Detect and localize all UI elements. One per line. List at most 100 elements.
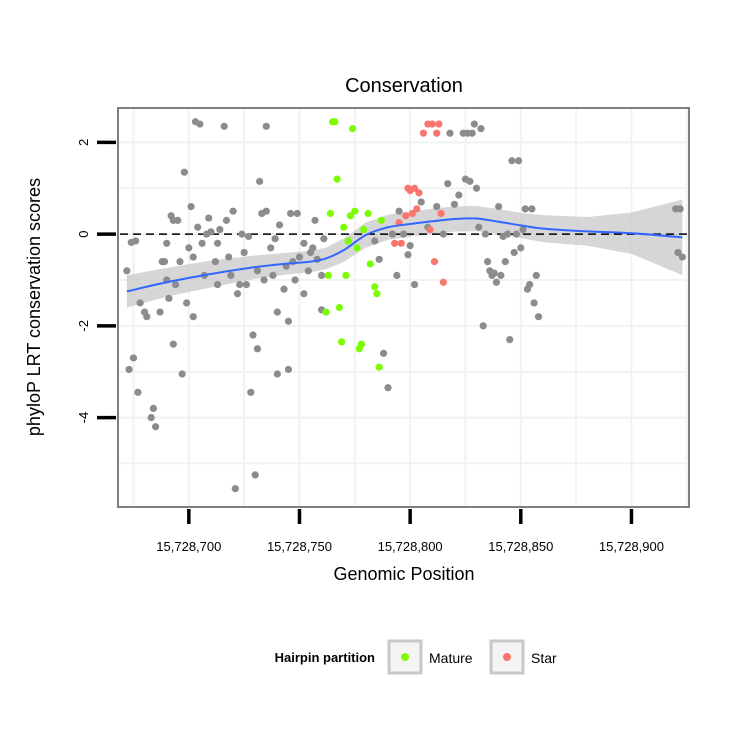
point-other-42 bbox=[216, 225, 224, 234]
point-other-63 bbox=[262, 122, 270, 130]
point-other-124 bbox=[492, 278, 501, 286]
point-other-114 bbox=[470, 120, 478, 128]
point-mature-12 bbox=[348, 125, 357, 133]
point-other-71 bbox=[280, 285, 288, 293]
point-other-11 bbox=[152, 423, 160, 431]
point-star-2 bbox=[397, 239, 405, 247]
smooth-trend-line bbox=[126, 217, 683, 293]
point-other-3 bbox=[129, 354, 138, 362]
point-other-120 bbox=[484, 258, 492, 266]
point-other-103 bbox=[433, 203, 441, 211]
point-mature-6 bbox=[335, 303, 343, 312]
point-mature-1 bbox=[324, 271, 332, 279]
point-other-145 bbox=[674, 248, 682, 257]
y-tick-label-2: 0 bbox=[76, 231, 91, 238]
legend-swatch-star bbox=[503, 653, 511, 661]
point-other-94 bbox=[388, 230, 397, 238]
point-other-119 bbox=[481, 230, 489, 238]
point-other-101 bbox=[417, 198, 425, 206]
point-other-104 bbox=[439, 230, 447, 238]
point-other-70 bbox=[275, 221, 284, 229]
point-mature-7 bbox=[337, 338, 346, 346]
y-tick-label-0: -4 bbox=[76, 412, 91, 424]
point-other-12 bbox=[156, 308, 164, 316]
point-other-79 bbox=[295, 253, 304, 261]
point-other-52 bbox=[240, 248, 248, 257]
smooth-line-path bbox=[126, 217, 683, 293]
point-other-117 bbox=[477, 125, 485, 133]
point-mature-19 bbox=[366, 260, 374, 268]
point-other-136 bbox=[519, 225, 527, 234]
point-other-0 bbox=[123, 267, 131, 275]
point-star-12 bbox=[426, 225, 434, 234]
point-mature-18 bbox=[364, 209, 372, 218]
point-mature-4 bbox=[331, 118, 339, 126]
point-other-1 bbox=[125, 365, 133, 374]
y-axis: -4 -2 0 2 bbox=[76, 139, 116, 424]
point-other-129 bbox=[503, 230, 512, 238]
point-other-84 bbox=[309, 244, 317, 252]
point-star-15 bbox=[433, 129, 441, 137]
point-other-4 bbox=[132, 237, 140, 245]
point-other-142 bbox=[532, 271, 540, 279]
point-other-115 bbox=[472, 184, 481, 192]
point-other-112 bbox=[466, 177, 474, 185]
point-other-134 bbox=[514, 157, 523, 165]
confidence-band bbox=[126, 199, 683, 308]
point-other-34 bbox=[198, 239, 206, 247]
point-other-89 bbox=[320, 235, 328, 243]
point-star-0 bbox=[391, 239, 399, 247]
y-axis-title: phyloP LRT conservation scores bbox=[24, 178, 44, 436]
point-other-59 bbox=[253, 267, 262, 275]
point-other-66 bbox=[269, 271, 277, 279]
point-star-7 bbox=[410, 184, 419, 192]
legend-title: Hairpin partition bbox=[275, 650, 375, 665]
x-tick-label-2: 15,728,800 bbox=[378, 539, 443, 554]
point-other-29 bbox=[189, 313, 197, 321]
point-other-32 bbox=[194, 223, 202, 231]
point-mature-9 bbox=[342, 271, 350, 279]
point-other-113 bbox=[468, 129, 476, 137]
y-tick-label-1: -2 bbox=[76, 320, 91, 332]
point-other-81 bbox=[300, 290, 308, 298]
point-other-78 bbox=[293, 209, 301, 218]
point-other-100 bbox=[410, 280, 419, 289]
point-other-118 bbox=[479, 322, 487, 330]
point-other-123 bbox=[490, 269, 498, 277]
point-other-131 bbox=[508, 157, 516, 165]
confidence-band-area bbox=[126, 199, 683, 308]
point-other-23 bbox=[176, 258, 184, 266]
point-other-98 bbox=[404, 251, 412, 259]
point-other-37 bbox=[205, 214, 213, 222]
point-star-10 bbox=[419, 129, 428, 137]
point-other-47 bbox=[229, 207, 237, 215]
point-other-75 bbox=[287, 209, 295, 218]
point-other-82 bbox=[304, 267, 312, 275]
point-other-69 bbox=[273, 370, 281, 378]
point-other-43 bbox=[220, 122, 228, 130]
point-mature-0 bbox=[322, 308, 330, 316]
point-star-3 bbox=[402, 212, 410, 220]
point-mature-17 bbox=[360, 225, 368, 234]
point-other-51 bbox=[238, 230, 246, 238]
point-other-14 bbox=[160, 258, 169, 266]
point-other-6 bbox=[136, 299, 144, 307]
point-mature-5 bbox=[333, 175, 341, 183]
point-other-107 bbox=[450, 200, 459, 208]
point-other-85 bbox=[311, 216, 319, 224]
point-other-25 bbox=[180, 168, 188, 176]
point-other-147 bbox=[678, 253, 686, 261]
point-other-26 bbox=[183, 299, 191, 307]
point-other-95 bbox=[393, 271, 401, 279]
point-other-20 bbox=[169, 340, 177, 348]
x-axis-title: Genomic Position bbox=[333, 564, 474, 584]
point-other-28 bbox=[187, 203, 195, 211]
point-other-74 bbox=[284, 365, 293, 374]
legend-item-star: Star bbox=[489, 639, 557, 675]
point-mature-20 bbox=[371, 283, 379, 291]
point-mature-8 bbox=[340, 223, 348, 231]
point-mature-13 bbox=[351, 207, 359, 215]
point-other-90 bbox=[371, 237, 379, 245]
point-mature-2 bbox=[326, 209, 335, 218]
point-other-99 bbox=[406, 241, 414, 250]
